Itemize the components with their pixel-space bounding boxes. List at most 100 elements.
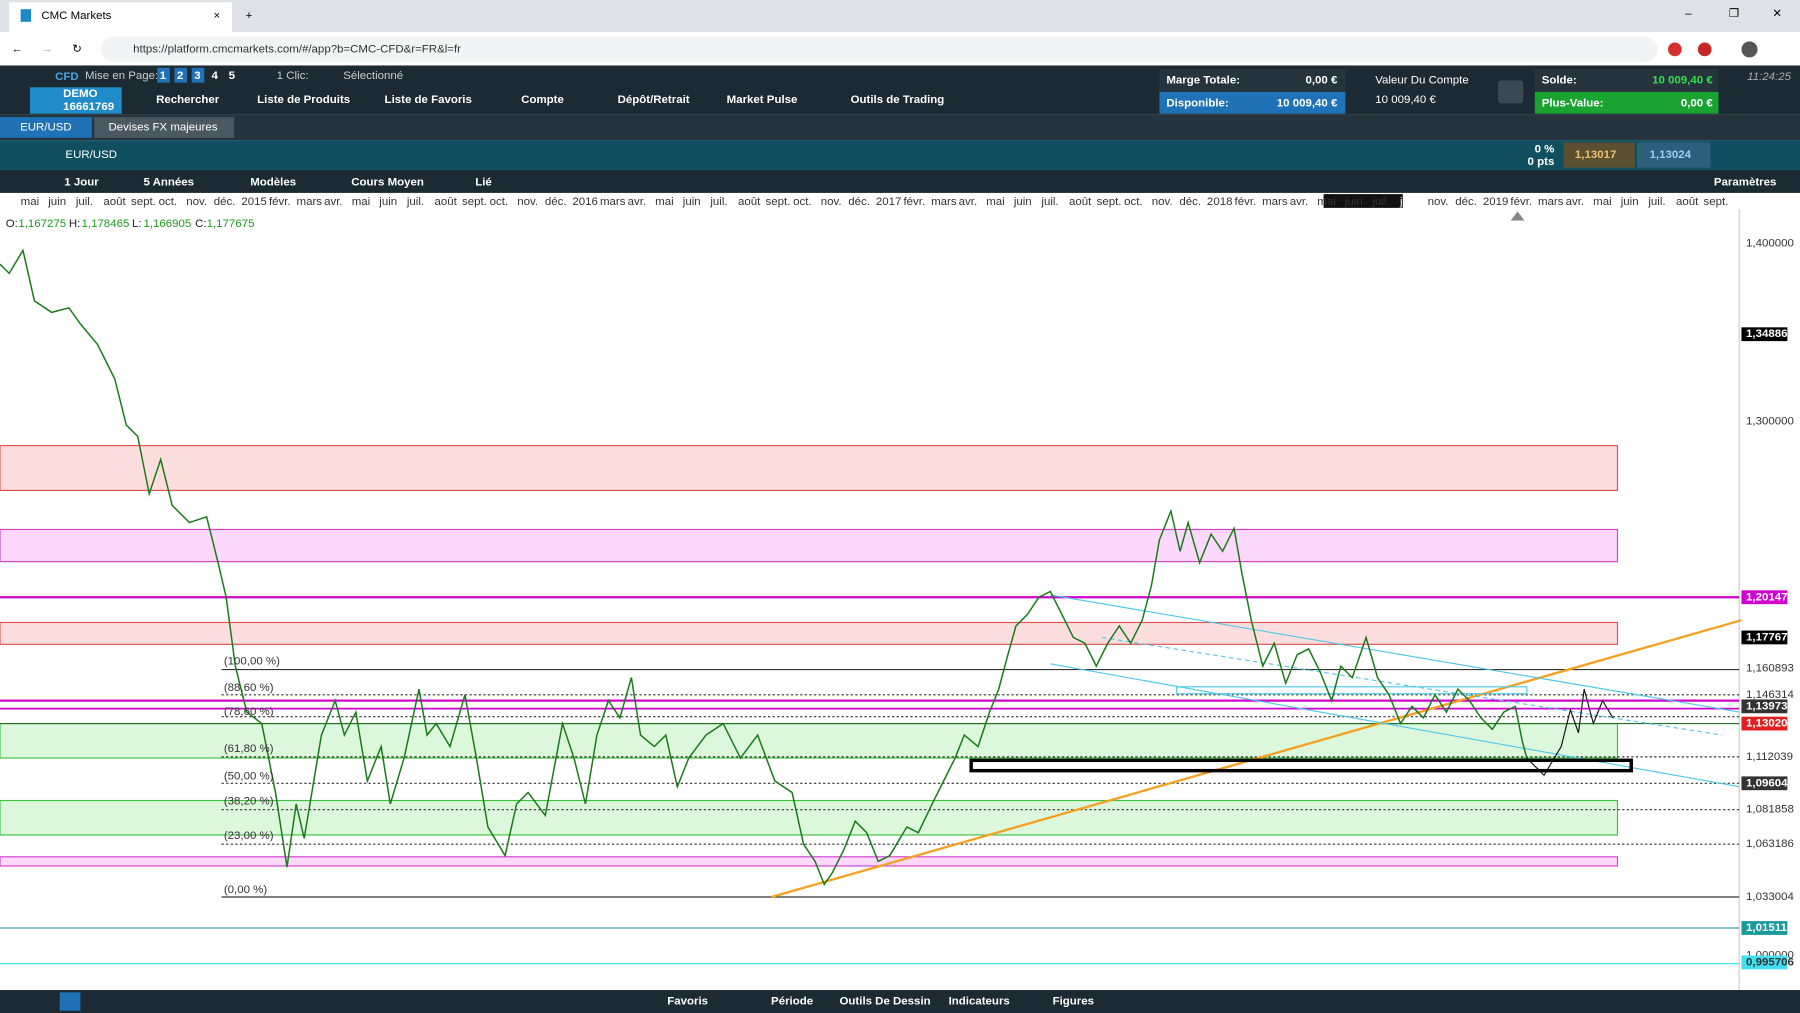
nav-item[interactable]: Liste de Favoris	[385, 94, 472, 106]
timeline-label: juil.	[406, 196, 424, 208]
timeline-label: avr.	[628, 196, 646, 208]
toolbar-item[interactable]: Lié	[475, 177, 492, 189]
demo-badge	[29, 87, 122, 114]
workspace-tab[interactable]: EUR/USD	[20, 122, 72, 134]
layout-button[interactable]: 3	[194, 70, 200, 82]
toolbar-item[interactable]: Cours Moyen	[351, 177, 424, 189]
layout-button[interactable]: 4	[211, 70, 218, 82]
bottom-tab[interactable]: Indicateurs	[949, 996, 1010, 1008]
bottom-tab[interactable]: Outils De Dessin	[840, 996, 931, 1008]
timeline-label: juil.	[1371, 196, 1389, 208]
extension-icon[interactable]	[1697, 42, 1712, 57]
sell-price[interactable]: 1,13017	[1575, 149, 1616, 161]
timeline-label: août	[738, 196, 761, 208]
workspace-tab[interactable]: Devises FX majeures	[109, 122, 218, 134]
support-zone	[0, 799, 1619, 836]
toolbar-item[interactable]: 1 Jour	[64, 177, 99, 189]
toolbar-item[interactable]: Modèles	[250, 177, 296, 189]
price-tag	[1741, 921, 1788, 935]
timeline-label: déc.	[545, 196, 567, 208]
layout-button[interactable]: 2	[177, 70, 183, 82]
timeline-label: avr.	[324, 196, 342, 208]
clock: 11:24:25	[1747, 71, 1791, 83]
tab-active[interactable]	[0, 117, 92, 138]
layout-button[interactable]: 1	[160, 70, 167, 82]
url: https://platform.cmcmarkets.com/#/app?b=…	[133, 43, 461, 55]
timeline-label: mars	[1262, 196, 1288, 208]
toolbar-item[interactable]: 5 Années	[143, 177, 194, 189]
nav-item[interactable]: Rechercher	[156, 94, 220, 106]
trend-line	[1050, 663, 1740, 788]
fib-label: (61,80 %)	[224, 743, 274, 755]
timeline-label: 2015	[241, 196, 267, 208]
buy-button[interactable]	[1636, 142, 1711, 168]
fib-label: (100,00 %)	[224, 656, 280, 668]
sell-button[interactable]	[1563, 142, 1635, 168]
timeline-label: 2019	[1483, 196, 1509, 208]
new-tab[interactable]: +	[246, 10, 253, 22]
fib-label: (50,00 %)	[224, 770, 274, 782]
reload-button[interactable]: ↻	[72, 43, 82, 55]
timeline-label: déc.	[848, 196, 870, 208]
timeline-label: juin	[47, 196, 66, 208]
bottom-tab[interactable]: Favoris	[667, 996, 708, 1008]
nav-item[interactable]: Outils de Trading	[851, 94, 945, 106]
timeline-label: 2018	[1207, 196, 1233, 208]
resistance-zone	[0, 621, 1619, 645]
timeline-label: mars	[600, 196, 626, 208]
layout-button-bg	[191, 67, 205, 83]
chart-area	[0, 209, 1800, 991]
ohlc-label: C:	[195, 218, 206, 230]
price-label: 1,146314	[1746, 689, 1794, 701]
price-label: 1,063186	[1746, 838, 1794, 850]
nav-item[interactable]: Compte	[521, 94, 564, 106]
draw-tool[interactable]	[59, 992, 81, 1011]
layout-button[interactable]: 5	[229, 70, 236, 82]
trend-line	[1050, 594, 1740, 713]
window-close[interactable]: ✕	[1772, 8, 1782, 20]
tab-close[interactable]: ×	[214, 10, 221, 22]
bottom-tab[interactable]: Période	[771, 996, 813, 1008]
buy-price[interactable]: 1,13024	[1650, 149, 1692, 161]
tab-inactive[interactable]	[94, 117, 235, 138]
timeline-label: mai	[1593, 196, 1611, 208]
window-minimize[interactable]: –	[1685, 8, 1692, 20]
resistance-zone	[0, 528, 1619, 563]
nav-item[interactable]: Liste de Produits	[257, 94, 350, 106]
ohlc-label: H:	[69, 218, 80, 230]
browser-tab[interactable]	[9, 2, 232, 33]
fib-label: (0,00 %)	[224, 884, 268, 896]
info-button[interactable]	[1498, 80, 1524, 104]
back-button[interactable]: ←	[11, 43, 22, 55]
extension-icon[interactable]	[1667, 42, 1682, 57]
bottom-tab[interactable]: Figures	[1053, 996, 1094, 1008]
one-click-value[interactable]: Sélectionné	[343, 70, 403, 82]
timeline-label: avr.	[959, 196, 977, 208]
price-label: 1,112039	[1746, 751, 1793, 763]
timeline-label: août	[1676, 196, 1699, 208]
instrument-name: EUR/USD	[65, 149, 117, 161]
margin-value: 0,00 €	[1305, 74, 1338, 86]
pnl-label: Plus-Value:	[1542, 97, 1604, 109]
timeline-label: févr.	[1510, 196, 1532, 208]
window-restore[interactable]: ❐	[1729, 8, 1739, 20]
timeline-label: oct.	[490, 196, 508, 208]
tab-title: CMC Markets	[41, 10, 111, 22]
timeline-label: mai	[352, 196, 370, 208]
toolbar-item[interactable]: Paramètres	[1714, 177, 1776, 189]
instrument-header	[0, 140, 1800, 170]
price-tag	[1741, 955, 1788, 970]
crosshair-marker	[1510, 211, 1525, 221]
forward-button[interactable]: →	[41, 43, 52, 55]
favicon	[20, 9, 31, 22]
nav-item[interactable]: Market Pulse	[727, 94, 798, 106]
price-label: 1,096048	[1746, 777, 1794, 789]
profile-icon[interactable]	[1741, 41, 1758, 58]
omnibox[interactable]	[101, 36, 1658, 63]
timeline-label: sept.	[131, 196, 156, 208]
price-label: 1,160893	[1746, 662, 1794, 674]
timeline-label: 2017	[876, 196, 902, 208]
available-value: 10 009,40 €	[1277, 97, 1338, 109]
nav-item[interactable]: Dépôt/Retrait	[618, 94, 690, 106]
